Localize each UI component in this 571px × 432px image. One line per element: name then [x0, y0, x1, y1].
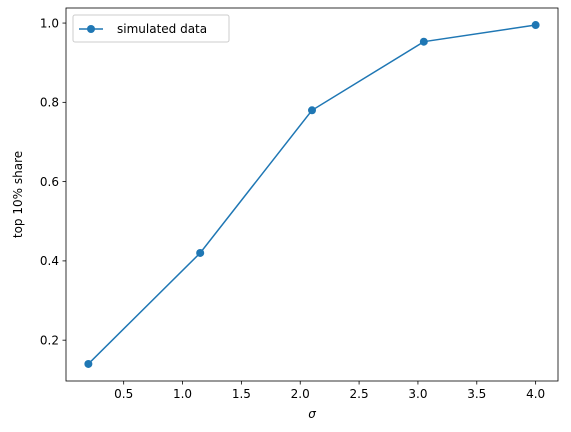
legend-marker	[87, 25, 95, 33]
x-tick-label: 3.0	[408, 387, 427, 401]
data-point	[196, 248, 205, 257]
legend-box	[72, 14, 230, 43]
plot-frame	[65, 7, 559, 382]
legend: simulated data	[72, 14, 230, 43]
x-tick-label: 0.5	[114, 387, 133, 401]
data-point	[84, 359, 93, 368]
x-tick-label: 2.0	[291, 387, 310, 401]
data-point	[308, 106, 316, 115]
data-point	[531, 21, 540, 30]
y-tick-label: 0.8	[40, 96, 59, 110]
x-tick-label: 3.5	[467, 387, 486, 401]
x-axis-label: σ	[308, 407, 316, 421]
y-axis-label: top 10% share	[11, 151, 25, 238]
x-axis-ticks: 0.5 1.0 1.5 2.0 2.5 3.0 3.5 4.0	[114, 381, 545, 401]
y-tick-label: 0.2	[40, 333, 59, 347]
y-axis-ticks: 0.2 0.4 0.6 0.8 1.0	[40, 16, 66, 347]
legend-label-series-1: simulated data	[117, 22, 207, 36]
x-tick-label: 1.0	[173, 387, 192, 401]
x-tick-label: 2.5	[350, 387, 369, 401]
data-point	[419, 37, 428, 46]
y-tick-label: 1.0	[40, 16, 59, 30]
plot-area	[84, 21, 540, 368]
x-tick-label: 1.5	[232, 387, 251, 401]
y-tick-label: 0.6	[40, 175, 59, 189]
y-tick-label: 0.4	[40, 254, 59, 268]
series-line-1	[87, 24, 536, 365]
x-tick-label: 4.0	[526, 387, 545, 401]
